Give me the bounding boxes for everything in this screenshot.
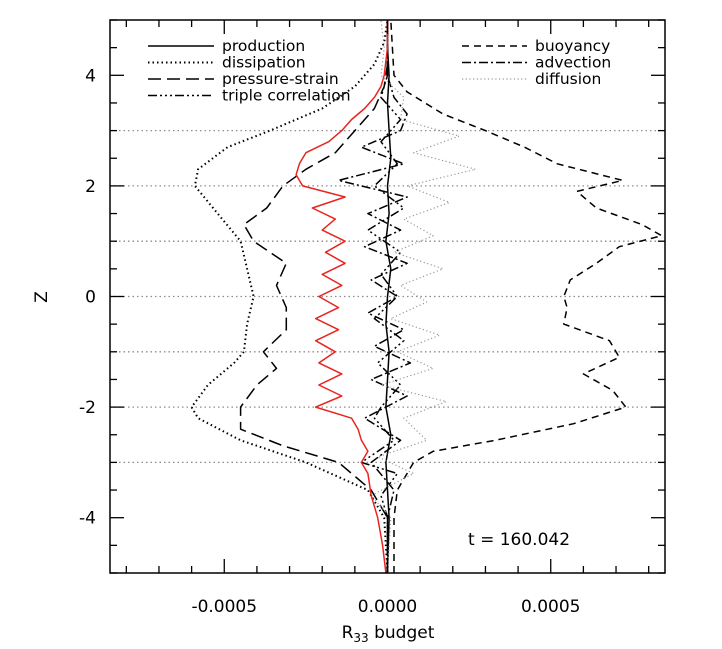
series-buoyancy xyxy=(390,19,663,573)
series-red-curve xyxy=(295,20,389,574)
y-tick-label: 4 xyxy=(85,66,96,86)
legend-label-pressure-strain: pressure-strain xyxy=(222,70,339,88)
x-axis-title: R33 budget xyxy=(342,623,435,645)
y-tick-label: 0 xyxy=(85,288,96,308)
legend-label-buoyancy: buoyancy xyxy=(535,37,610,55)
legend-label-dissipation: dissipation xyxy=(222,54,306,72)
legend: productiondissipationpressure-straintrip… xyxy=(148,37,611,105)
legend-label-diffusion: diffusion xyxy=(535,70,601,88)
series-production xyxy=(385,20,392,574)
x-tick-label: -0.0005 xyxy=(191,597,257,617)
legend-label-advection: advection xyxy=(535,54,611,72)
y-tick-label: -2 xyxy=(79,398,96,418)
y-tick-label: -4 xyxy=(79,509,96,529)
legend-label-triple-correlation: triple correlation xyxy=(222,87,351,105)
legend-label-production: production xyxy=(222,37,305,55)
y-tick-label: 2 xyxy=(85,177,96,197)
series-advection xyxy=(337,20,412,573)
x-tick-label: 0.0000 xyxy=(358,597,417,617)
y-axis-title: Z xyxy=(32,291,52,303)
tick-labels: -0.0005 0.0000 0.0005 -4 -2 0 2 4 xyxy=(79,66,580,617)
axis-ticks xyxy=(110,19,665,574)
time-annotation: t = 160.042 xyxy=(468,530,570,550)
x-tick-label: 0.0005 xyxy=(521,597,580,617)
series-group xyxy=(190,19,663,574)
series-dissipation xyxy=(190,19,389,574)
series-pressure-strain xyxy=(239,20,389,573)
